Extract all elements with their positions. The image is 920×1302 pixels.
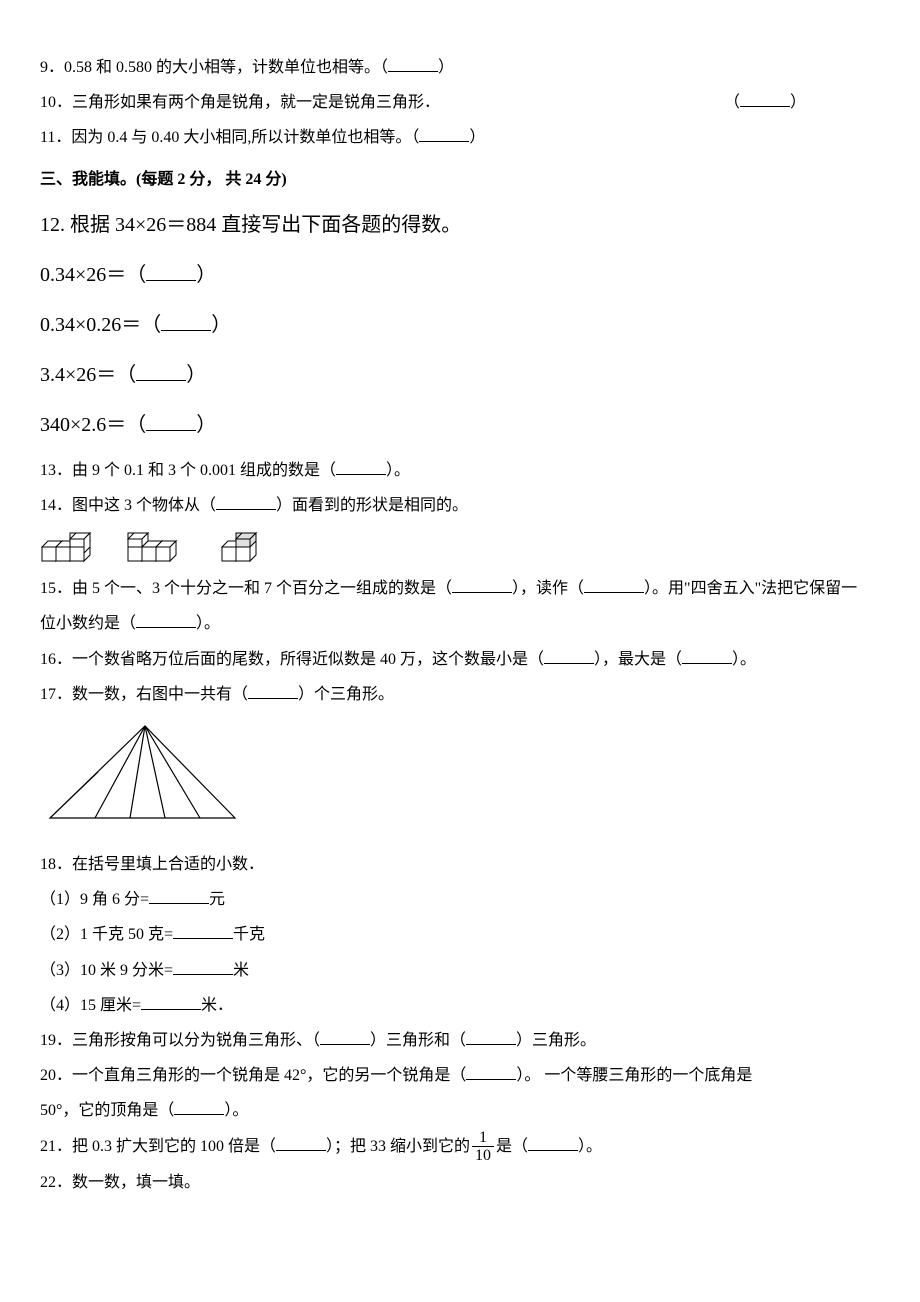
- question-18: 18．在括号里填上合适的小数．: [40, 847, 880, 882]
- question-15-line2: 位小数约是（）。: [40, 606, 880, 641]
- q9-text: 9．0.58 和 0.580 的大小相等，计数单位也相等。（: [40, 59, 388, 76]
- q11-text: 11．因为 0.4 与 0.40 大小相同,所以计数单位也相等。（: [40, 129, 419, 146]
- question-12b: 0.34×0.26＝（）: [40, 303, 880, 347]
- q10-paren: （）: [724, 85, 806, 120]
- question-21: 21．把 0.3 扩大到它的 100 倍是（）；把 33 缩小到它的110是（）…: [40, 1129, 880, 1165]
- section-3-header: 三、我能填。(每题 2 分， 共 24 分): [40, 162, 880, 197]
- question-18-4: （4）15 厘米=米．: [40, 988, 880, 1023]
- question-17: 17．数一数，右图中一共有（）个三角形。: [40, 677, 880, 712]
- blank: [320, 1028, 370, 1045]
- blank: [544, 647, 594, 664]
- question-12a: 0.34×26＝（）: [40, 253, 880, 297]
- question-18-2: （2）1 千克 50 克=千克: [40, 917, 880, 952]
- question-14: 14．图中这 3 个物体从（）面看到的形状是相同的。: [40, 488, 880, 523]
- blank: [682, 647, 732, 664]
- blank: [740, 90, 790, 107]
- blank: [149, 887, 209, 904]
- q9-end: ）: [438, 59, 454, 76]
- blank: [146, 410, 196, 431]
- blank: [452, 576, 512, 593]
- fraction-1-10: 110: [472, 1129, 494, 1165]
- blank: [136, 360, 186, 381]
- question-12: 12. 根据 34×26＝884 直接写出下面各题的得数。: [40, 203, 880, 247]
- question-18-3: （3）10 米 9 分米=米: [40, 953, 880, 988]
- q10-text: 10．三角形如果有两个角是锐角，就一定是锐角三角形．: [40, 94, 440, 111]
- blank: [276, 1134, 326, 1151]
- question-12c: 3.4×26＝（）: [40, 353, 880, 397]
- cube-figure-2: [126, 529, 204, 565]
- blank: [336, 458, 386, 475]
- blank: [419, 125, 469, 142]
- blank: [466, 1028, 516, 1045]
- question-16: 16．一个数省略万位后面的尾数，所得近似数是 40 万，这个数最小是（），最大是…: [40, 642, 880, 677]
- triangle-figure: [40, 718, 880, 841]
- question-22: 22．数一数，填一填。: [40, 1165, 880, 1200]
- cube-figures: [40, 529, 880, 565]
- question-20-line2: 50°，它的顶角是（）。: [40, 1093, 880, 1128]
- blank: [173, 922, 233, 939]
- blank: [388, 55, 438, 72]
- q11-end: ）: [469, 129, 485, 146]
- question-20: 20．一个直角三角形的一个锐角是 42°，它的另一个锐角是（）。 一个等腰三角形…: [40, 1058, 880, 1093]
- blank: [173, 958, 233, 975]
- cube-figure-1: [40, 529, 110, 565]
- question-12d: 340×2.6＝（）: [40, 403, 880, 447]
- question-19: 19．三角形按角可以分为锐角三角形、（）三角形和（）三角形。: [40, 1023, 880, 1058]
- blank: [161, 310, 211, 331]
- question-11: 11．因为 0.4 与 0.40 大小相同,所以计数单位也相等。（ ）: [40, 120, 880, 155]
- blank: [528, 1134, 578, 1151]
- question-15: 15．由 5 个一、3 个十分之一和 7 个百分之一组成的数是（），读作（）。用…: [40, 571, 880, 606]
- blank: [146, 260, 196, 281]
- question-13: 13．由 9 个 0.1 和 3 个 0.001 组成的数是（）。: [40, 453, 880, 488]
- blank: [174, 1098, 224, 1115]
- blank: [136, 611, 196, 628]
- cube-figure-3: [220, 529, 268, 565]
- blank: [248, 682, 298, 699]
- blank: [584, 576, 644, 593]
- question-9: 9．0.58 和 0.580 的大小相等，计数单位也相等。（ ）: [40, 50, 880, 85]
- blank: [466, 1063, 516, 1080]
- blank: [216, 493, 276, 510]
- question-18-1: （1）9 角 6 分=元: [40, 882, 880, 917]
- blank: [141, 993, 201, 1010]
- question-10: 10．三角形如果有两个角是锐角，就一定是锐角三角形． （）: [40, 85, 880, 120]
